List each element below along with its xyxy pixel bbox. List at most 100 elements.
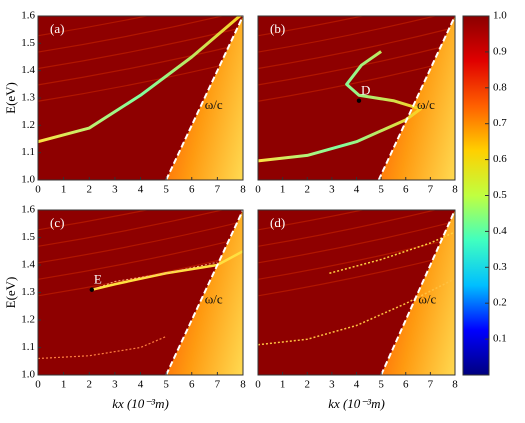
x-axis-label: kx (10⁻³m)	[328, 396, 385, 411]
colorbar-tick-label: 0.5	[493, 189, 507, 201]
x-tick-label: 2	[305, 184, 311, 196]
panel: ω/c (b) D 0 1 2 3 4 5 6 7 8	[255, 15, 458, 196]
y-tick-label: 1.3	[21, 286, 35, 298]
y-tick-label: 1.6	[21, 204, 35, 216]
y-tick-label: 1.4	[21, 259, 35, 271]
x-tick-label: 5	[378, 184, 384, 196]
colorbar-tick-label: 0.1	[493, 333, 507, 345]
x-tick-label: 2	[305, 379, 311, 391]
x-tick-label: 0	[255, 184, 261, 196]
fringe	[38, 237, 243, 280]
colorbar-tick-label: 0.4	[493, 225, 507, 237]
colorbar	[462, 15, 490, 376]
x-tick-label: 1	[280, 379, 286, 391]
x-tick-label: 6	[189, 184, 195, 196]
fringe	[38, 220, 243, 264]
fringe	[38, 16, 225, 53]
x-tick-label: 2	[87, 184, 93, 196]
fringe	[38, 43, 243, 86]
x-tick-label: 1	[280, 184, 286, 196]
x-tick-label: 4	[138, 379, 144, 391]
x-tick-label: 8	[452, 184, 458, 196]
x-tick-label: 7	[428, 379, 434, 391]
x-tick-label: 6	[403, 184, 409, 196]
x-tick-label: 6	[189, 379, 195, 391]
fringe	[258, 43, 455, 86]
band	[258, 278, 455, 346]
colorbar-tick-label: 0.3	[493, 261, 507, 273]
fringe	[38, 59, 243, 102]
band	[258, 50, 423, 163]
x-tick-label: 8	[240, 379, 246, 391]
x-tick-label: 5	[163, 184, 169, 196]
fringe	[38, 210, 150, 231]
band	[91, 261, 218, 291]
x-tick-label: 0	[255, 379, 261, 391]
fringe	[258, 237, 455, 280]
band	[38, 16, 243, 144]
band	[38, 335, 167, 360]
light-line-label: ω/c	[205, 292, 223, 307]
panel: ω/c (d) 0 1 2 3 4 5 6 7 8 kx (10⁻³m)	[255, 209, 458, 411]
y-tick-label: 1.5	[21, 231, 35, 243]
x-tick-label: 2	[87, 379, 93, 391]
x-tick-label: 5	[163, 379, 169, 391]
plot-area	[38, 16, 243, 180]
x-tick-label: 3	[329, 184, 335, 196]
x-tick-label: 7	[215, 379, 221, 391]
y-tick-label: 1.6	[21, 10, 35, 22]
y-axis-label: E(eV)	[3, 82, 18, 114]
panel-label: (c)	[50, 215, 64, 230]
y-tick-label: 1.2	[21, 314, 35, 326]
light-line	[165, 16, 243, 180]
x-tick-label: 0	[35, 379, 41, 391]
plot-area	[258, 16, 455, 180]
colorbar-tick-label: 0.7	[493, 117, 507, 129]
x-tick-label: 0	[35, 184, 41, 196]
x-tick-label: 4	[138, 184, 144, 196]
marker-point	[89, 287, 95, 292]
panel-label: (a)	[50, 21, 64, 36]
light-line-label: ω/c	[205, 97, 223, 112]
y-tick-label: 1.0	[21, 174, 35, 186]
x-tick-label: 1	[61, 184, 67, 196]
plot-area	[258, 210, 455, 375]
panel: ω/c (a) 0 1 2 3 4 5 6 7 8 1.0 1.1 1.2 1.3 1.4 1.5 1.6 E(eV…	[3, 10, 246, 196]
fringe	[258, 59, 455, 102]
plot-area	[38, 210, 243, 375]
x-tick-label: 4	[354, 379, 360, 391]
x-tick-label: 4	[354, 184, 360, 196]
fringe	[258, 253, 455, 297]
fringe	[258, 210, 438, 247]
x-tick-label: 3	[329, 379, 335, 391]
x-tick-label: 3	[112, 379, 118, 391]
x-tick-label: 5	[378, 379, 384, 391]
x-tick-label: 7	[215, 184, 221, 196]
y-tick-label: 1.3	[21, 92, 35, 104]
light-line	[380, 210, 455, 375]
fringe	[258, 16, 438, 53]
x-tick-label: 8	[452, 379, 458, 391]
fringe	[258, 26, 455, 70]
panel-label: (d)	[270, 215, 285, 230]
y-tick-label: 1.2	[21, 119, 35, 131]
x-axis-label: kx (10⁻³m)	[112, 396, 169, 411]
fringe	[258, 220, 455, 264]
marker-label: D	[361, 83, 370, 98]
y-tick-label: 1.0	[21, 369, 35, 381]
colorbar-tick-label: 0.9	[493, 45, 507, 57]
panel: ω/c (c) E 0 1 2 3 4 5 6 7 8 1.0 1.1 1.2 1.3 1.4 1.5 1.6 E(e…	[3, 204, 246, 411]
fringe	[258, 210, 366, 231]
fringe	[38, 253, 243, 297]
light-line-label: ω/c	[417, 97, 435, 112]
y-tick-label: 1.1	[21, 341, 35, 353]
panel-label: (b)	[270, 21, 285, 36]
x-tick-label: 1	[61, 379, 67, 391]
y-tick-label: 1.5	[21, 37, 35, 49]
colorbar-tick-label: 0.8	[493, 81, 507, 93]
marker-label: E	[94, 272, 102, 287]
fringe	[38, 210, 225, 247]
fringe	[38, 16, 150, 37]
colorbar-tick-label: 0.2	[493, 297, 507, 309]
